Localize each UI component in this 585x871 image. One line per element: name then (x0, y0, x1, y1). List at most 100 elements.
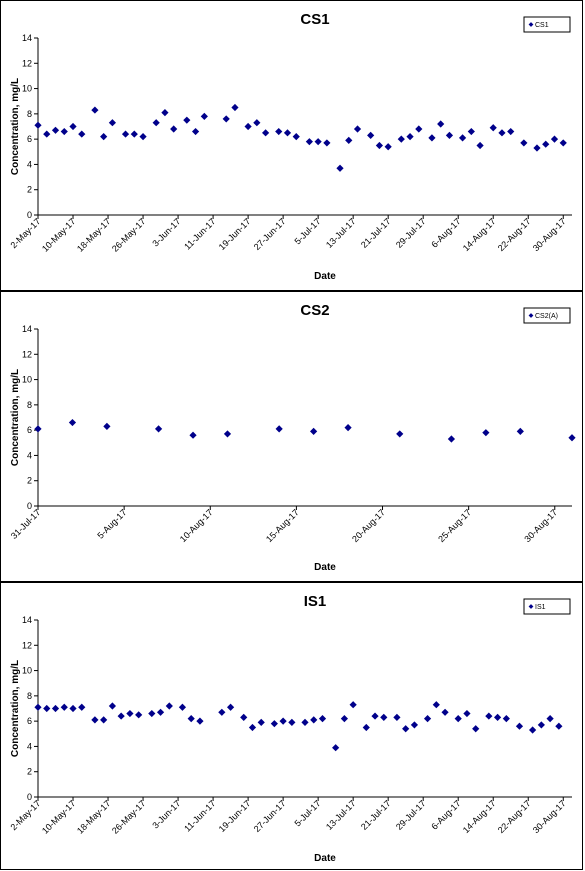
data-point (310, 427, 318, 436)
data-point (310, 716, 318, 724)
data-point (91, 106, 99, 114)
data-point (78, 703, 86, 711)
y-axis-label: Concentration, mg/L (10, 78, 21, 175)
y-tick-label: 6 (27, 134, 32, 144)
data-point (189, 431, 197, 439)
data-point (165, 702, 173, 710)
x-tick-label: 11-Jun-17 (182, 798, 217, 833)
x-tick-label: 25-Aug-17 (436, 507, 473, 544)
data-point (454, 715, 462, 723)
data-point (270, 720, 278, 728)
data-point (402, 725, 410, 733)
data-point (537, 721, 545, 729)
data-point (103, 422, 111, 430)
data-point (336, 164, 344, 172)
data-point (550, 135, 559, 143)
y-tick-label: 8 (27, 109, 32, 119)
legend-marker (528, 604, 534, 609)
data-point (69, 704, 77, 713)
x-tick-label: 14-Aug-17 (461, 798, 498, 835)
y-tick-label: 12 (22, 349, 32, 359)
y-tick-label: 0 (27, 210, 32, 220)
data-point (275, 127, 283, 136)
data-point (275, 425, 283, 433)
x-tick-label: 27-Jun-17 (252, 798, 288, 834)
chart-panel-cs2: CS2 0 2 4 6 8 10 12 14 31-Jul-17 5-Aug-17 10-Aug-17… (0, 291, 583, 582)
x-axis-label: Date (314, 853, 336, 864)
data-point (178, 703, 187, 711)
chart-panel-cs1: CS1 0 2 4 6 8 10 12 14 2-May-17 10-May-17 18-May-17… (0, 0, 583, 291)
data-point (100, 716, 108, 724)
x-tick-label: 18-May-17 (75, 216, 112, 253)
data-point (445, 131, 454, 139)
data-point (367, 131, 375, 139)
data-point (476, 141, 484, 150)
y-tick-label: 8 (27, 400, 32, 410)
data-point (121, 130, 130, 138)
x-tick-label: 26-May-17 (110, 798, 147, 835)
x-tick-label: 10-Aug-17 (178, 507, 215, 544)
x-tick-label: 6-Aug-17 (429, 798, 462, 831)
data-point (279, 717, 287, 725)
y-axis-label: Concentration, mg/L (10, 660, 21, 757)
chart-panel-is1: IS1 0 2 4 6 8 10 12 14 2-May-17 10-May-17 18-May-17… (0, 582, 583, 870)
chart-title: IS1 (304, 593, 327, 610)
data-point (520, 139, 528, 147)
y-tick-label: 14 (22, 615, 32, 625)
data-point (396, 430, 404, 438)
x-tick-label: 31-Jul-17 (9, 507, 43, 541)
chart-is1: IS1 0 2 4 6 8 10 12 14 2-May-1710-May-1718-May-17… (8, 593, 572, 864)
legend-marker (528, 22, 534, 27)
y-tick-label: 8 (27, 691, 32, 701)
y-tick-label: 0 (27, 501, 32, 511)
y-tick-label: 10 (22, 666, 32, 676)
x-tick-label: 19-Jun-17 (217, 798, 253, 834)
y-tick-label: 4 (27, 741, 32, 751)
data-point (231, 103, 239, 112)
data-point (68, 418, 77, 427)
data-point (248, 723, 257, 732)
data-point (542, 140, 550, 148)
data-point (34, 703, 42, 711)
data-point (218, 708, 226, 716)
x-tick-label: 5-Jul-17 (292, 798, 322, 828)
data-point (51, 704, 60, 713)
data-point (345, 136, 353, 145)
legend-label: CS1 (535, 22, 549, 29)
y-tick-label: 6 (27, 716, 32, 726)
data-point (78, 130, 86, 138)
data-point (161, 108, 169, 117)
y-tick-label: 12 (22, 58, 32, 68)
x-tick-label: 19-Jun-17 (217, 216, 253, 252)
data-point (485, 712, 493, 720)
data-point (34, 121, 42, 129)
x-tick-label: 11-Jun-17 (182, 216, 217, 251)
data-point (423, 715, 432, 723)
data-point (340, 715, 348, 723)
y-tick-label: 0 (27, 792, 32, 802)
chart-cs1: CS1 0 2 4 6 8 10 12 14 2-May-1710-May-1718-May-17… (8, 11, 572, 282)
data-point (384, 143, 392, 151)
data-point (154, 425, 163, 433)
data-point (139, 133, 147, 141)
data-point (472, 725, 480, 733)
legend-box (523, 598, 571, 615)
x-tick-label: 22-Aug-17 (496, 798, 533, 835)
x-tick-label: 5-Aug-17 (95, 507, 128, 540)
data-point (515, 722, 524, 730)
data-point (108, 119, 117, 127)
data-point (288, 718, 296, 727)
data-point (437, 120, 445, 128)
y-axis-label: Concentration, mg/L (10, 369, 21, 466)
data-point (305, 138, 313, 146)
y-tick-label: 10 (22, 84, 32, 94)
legend-box (523, 16, 571, 33)
data-point (375, 141, 384, 150)
data-point (498, 129, 506, 137)
x-tick-label: 13-Jul-17 (324, 216, 358, 250)
data-point (533, 144, 541, 152)
data-point (458, 134, 467, 142)
data-point (152, 119, 160, 127)
data-point (332, 744, 340, 752)
x-tick-label: 13-Jul-17 (324, 798, 358, 832)
